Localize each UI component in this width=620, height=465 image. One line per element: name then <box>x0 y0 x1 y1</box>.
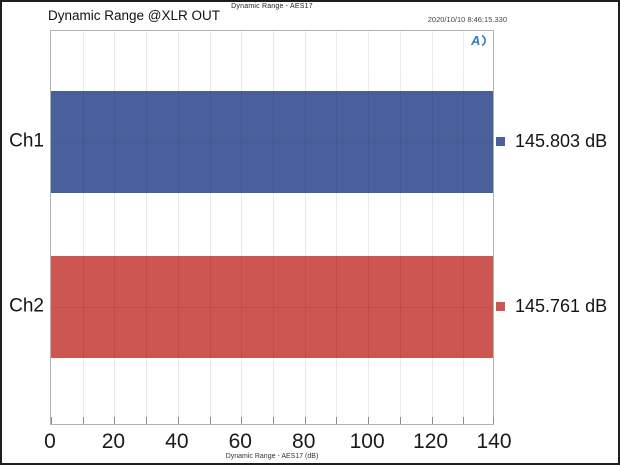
gridline-horizontal <box>51 307 493 308</box>
x-tick-label: 140 <box>476 430 512 453</box>
x-axis-tick <box>209 417 211 424</box>
x-axis-tick <box>82 417 84 424</box>
gridline-vertical <box>82 31 84 424</box>
x-axis-caption: Dynamic Range - AES17 (dB) <box>225 453 319 460</box>
x-axis-tick <box>241 417 243 424</box>
x-axis-tick <box>336 417 338 424</box>
x-axis-tick <box>146 417 148 424</box>
gridline-vertical <box>399 31 401 424</box>
gridline-vertical <box>368 31 370 424</box>
x-axis-tick <box>493 417 494 424</box>
svg-text:A: A <box>471 33 480 48</box>
series-marker-icon <box>496 301 505 311</box>
timestamp: 2020/10/10 8:46:15.330 <box>427 15 507 24</box>
gridline-vertical <box>336 31 338 424</box>
x-tick-label: 40 <box>165 430 189 453</box>
value-label: 145.761 dB <box>515 296 608 316</box>
gridline-horizontal <box>51 142 493 143</box>
bar-ch1 <box>51 91 493 193</box>
category-label-ch1: Ch1 <box>9 130 44 152</box>
value-annotation-ch2: 145.761 dB <box>496 297 607 315</box>
gridline-vertical <box>463 31 465 424</box>
document-title: Dynamic Range - AES17 <box>231 3 313 10</box>
x-tick-label: 20 <box>101 430 126 453</box>
category-label-ch2: Ch2 <box>9 295 44 317</box>
value-annotation-ch1: 145.803 dB <box>496 132 607 150</box>
ap-logo-icon: A <box>470 33 489 48</box>
x-axis-tick <box>304 417 306 424</box>
gridline-vertical <box>304 31 306 424</box>
bar-ch2 <box>51 256 493 358</box>
x-tick-label: 80 <box>292 430 316 453</box>
gridline-vertical <box>177 31 179 424</box>
plot-area: A <box>50 30 494 425</box>
gridline-vertical <box>209 31 211 424</box>
gridline-vertical <box>241 31 243 424</box>
x-axis-tick <box>463 417 465 424</box>
gridline-vertical <box>146 31 148 424</box>
x-tick-label: 0 <box>44 430 56 453</box>
x-axis-tick <box>114 417 116 424</box>
x-tick-label: 60 <box>228 430 252 453</box>
x-axis-tick <box>273 417 274 424</box>
x-tick-label: 100 <box>349 430 385 453</box>
x-axis-tick <box>51 417 52 424</box>
x-tick-label: 120 <box>413 430 449 453</box>
x-axis-tick <box>399 417 401 424</box>
x-axis-tick <box>368 417 370 424</box>
x-axis-tick <box>177 417 179 424</box>
gridline-vertical <box>431 31 433 424</box>
x-axis-tick <box>431 417 433 424</box>
value-label: 145.803 dB <box>515 131 608 151</box>
gridline-vertical <box>273 31 274 424</box>
series-marker-icon <box>496 136 505 146</box>
gridline-vertical <box>114 31 116 424</box>
page-title: Dynamic Range @XLR OUT <box>48 8 221 23</box>
